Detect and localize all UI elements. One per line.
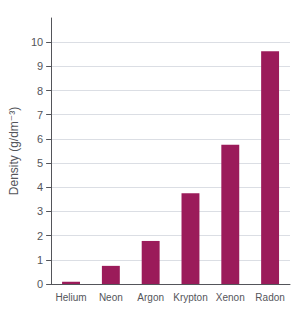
svg-text:9: 9 [37, 60, 43, 72]
svg-text:Helium: Helium [55, 292, 86, 303]
svg-text:5: 5 [37, 157, 43, 169]
svg-text:Krypton: Krypton [173, 292, 207, 303]
svg-text:10: 10 [31, 36, 43, 48]
svg-text:Xenon: Xenon [216, 292, 245, 303]
svg-text:2: 2 [37, 230, 43, 242]
svg-text:6: 6 [37, 133, 43, 145]
svg-text:3: 3 [37, 205, 43, 217]
svg-text:Radon: Radon [255, 292, 284, 303]
svg-text:0: 0 [37, 278, 43, 290]
svg-text:4: 4 [37, 181, 43, 193]
svg-text:Argon: Argon [137, 292, 164, 303]
svg-text:7: 7 [37, 109, 43, 121]
svg-text:Density (g/dm⁻³): Density (g/dm⁻³) [7, 107, 21, 195]
svg-text:8: 8 [37, 85, 43, 97]
svg-text:1: 1 [37, 254, 43, 266]
svg-text:Neon: Neon [99, 292, 123, 303]
